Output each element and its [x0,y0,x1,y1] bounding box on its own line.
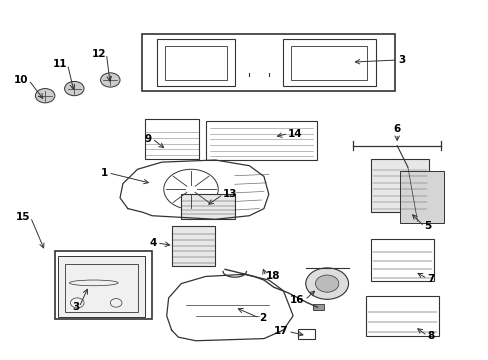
Text: 3: 3 [72,302,79,312]
Bar [283,39,375,86]
Text: 11: 11 [53,59,67,69]
Text: 1: 1 [101,168,108,178]
Bar [312,304,324,310]
Bar [164,46,226,80]
Bar [399,171,443,223]
Text: 2: 2 [259,313,266,323]
Circle shape [101,73,120,87]
Text: 10: 10 [14,75,29,85]
Text: 18: 18 [265,271,280,282]
Circle shape [35,89,55,103]
Text: 4: 4 [149,238,157,248]
Text: 15: 15 [16,212,30,222]
Circle shape [315,275,338,292]
Bar [171,226,215,266]
Text: 6: 6 [393,123,400,134]
Text: 16: 16 [290,295,304,305]
Bar [64,264,137,312]
Bar [142,33,394,91]
Text: 13: 13 [223,189,237,199]
Bar [145,119,199,158]
Bar [58,256,145,317]
Bar [55,251,152,319]
Text: 8: 8 [427,331,434,341]
Bar [370,239,433,282]
Text: 12: 12 [92,49,106,59]
Text: 5: 5 [424,221,431,231]
Text: 7: 7 [427,274,434,284]
Bar [157,39,234,86]
Bar [205,121,317,160]
Text: 3: 3 [397,55,405,65]
Text: 9: 9 [145,134,152,144]
Bar [181,194,234,219]
Bar [297,329,315,339]
Text: 14: 14 [287,129,302,139]
Bar [370,158,428,212]
Text: 17: 17 [273,327,287,337]
Bar [366,296,438,336]
Bar [290,46,366,80]
Circle shape [305,268,348,299]
Circle shape [64,81,84,96]
